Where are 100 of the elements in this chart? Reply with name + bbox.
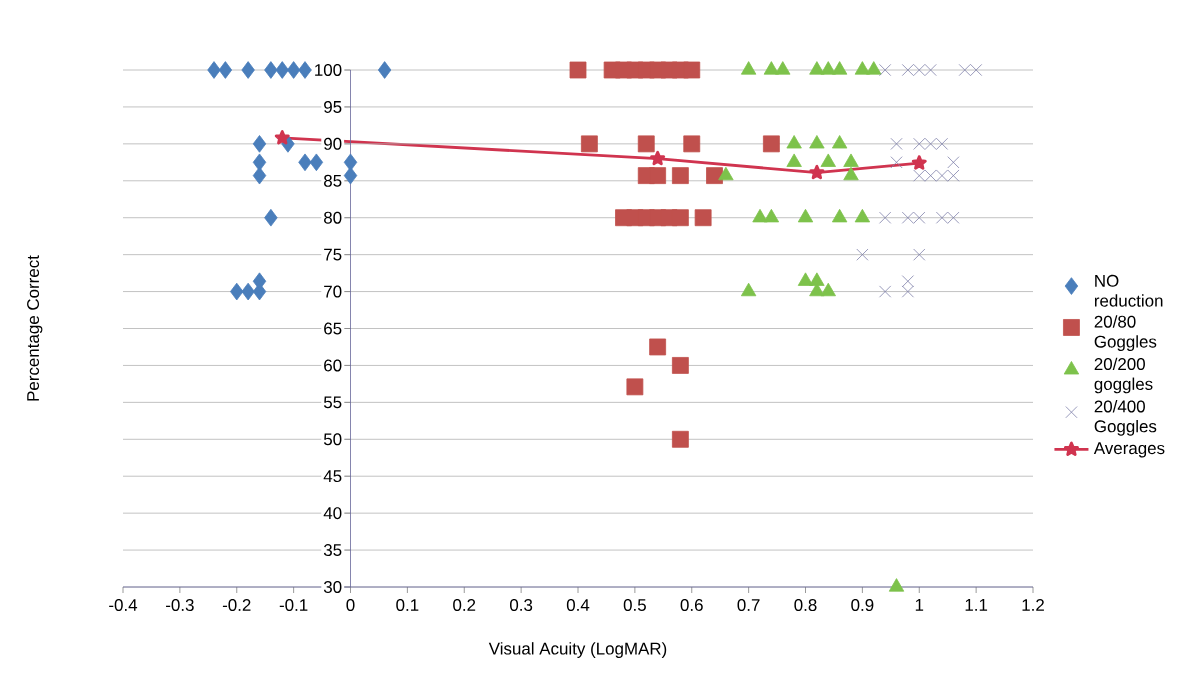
- y-tick-label: 35: [323, 544, 342, 557]
- point: [888, 578, 905, 592]
- y-tick-label: 80: [324, 211, 342, 224]
- point: [569, 61, 587, 79]
- point: [298, 153, 312, 172]
- x-tick-label: 0.8: [794, 599, 817, 612]
- point: [820, 61, 836, 75]
- y-tick-label: 40: [323, 507, 342, 520]
- y-axis-title: Percentage Correct: [27, 255, 43, 401]
- legend-label: NO reduction: [1094, 274, 1163, 307]
- y-tick-label: 45: [323, 470, 342, 483]
- point: [901, 275, 914, 288]
- point: [786, 153, 802, 167]
- point: [740, 282, 757, 297]
- x-tick-label: -0.1: [279, 599, 308, 612]
- point: [241, 282, 255, 301]
- point: [671, 357, 689, 374]
- point: [843, 166, 859, 181]
- point: [298, 61, 312, 79]
- point: [626, 378, 644, 396]
- point: [831, 208, 848, 223]
- point: [856, 248, 869, 261]
- point: [649, 167, 667, 185]
- y-tick-label: 55: [323, 396, 342, 409]
- point: [911, 155, 927, 170]
- point: [809, 61, 825, 75]
- point: [218, 61, 233, 79]
- point: [809, 135, 825, 149]
- legend-label: 20/80 Goggles: [1094, 315, 1157, 351]
- x-tick-label: 0.1: [396, 599, 419, 612]
- y-tick-label: 50: [323, 433, 342, 446]
- point: [274, 130, 290, 145]
- x-tick-label: 0.5: [623, 599, 646, 612]
- x-tick-label: 1.2: [1022, 599, 1044, 611]
- legend-label: 20/400 Goggles: [1094, 399, 1157, 436]
- x-tick-label: -0.2: [222, 599, 251, 612]
- x-tick-label: -0.3: [166, 599, 194, 612]
- x-tick-label: 0.9: [851, 599, 874, 612]
- point: [241, 61, 255, 79]
- x-tick-label: 0.6: [680, 599, 703, 612]
- y-tick-label: 85: [324, 174, 342, 187]
- point: [671, 430, 689, 448]
- y-tick-label: 70: [324, 285, 342, 298]
- point: [671, 209, 689, 227]
- point: [831, 61, 848, 75]
- point: [854, 61, 871, 75]
- point: [775, 61, 791, 75]
- y-tick-label: 30: [323, 581, 342, 593]
- point: [879, 63, 892, 77]
- point: [718, 166, 734, 181]
- point: [913, 248, 926, 261]
- point: [706, 167, 723, 185]
- point: [797, 272, 814, 286]
- point: [809, 164, 825, 180]
- point: [275, 61, 289, 79]
- point: [843, 153, 859, 167]
- point: [252, 135, 267, 153]
- point: [809, 272, 825, 286]
- x-tick-label: 1: [915, 599, 924, 611]
- x-tick-label: 0.3: [510, 599, 533, 612]
- x-tick-label: 1.1: [965, 599, 988, 611]
- point: [786, 135, 802, 149]
- y-tick-label: 95: [324, 100, 342, 113]
- point: [683, 135, 701, 153]
- point: [637, 135, 655, 153]
- y-tick-label: 100: [315, 64, 342, 76]
- point: [763, 61, 780, 75]
- y-tick-label: 65: [324, 322, 342, 335]
- legend-label: 20/200 goggles: [1094, 357, 1153, 394]
- x-tick-label: 0: [346, 599, 355, 612]
- x-tick-label: 0.7: [737, 599, 760, 612]
- point: [820, 153, 836, 167]
- point: [264, 61, 278, 79]
- point: [763, 208, 780, 223]
- point: [879, 211, 892, 224]
- point: [286, 61, 301, 79]
- point: [762, 135, 780, 153]
- point: [866, 61, 882, 75]
- x-tick-label: -0.4: [109, 599, 138, 612]
- point: [752, 208, 768, 223]
- point: [820, 282, 836, 297]
- point: [854, 208, 871, 223]
- point: [230, 282, 244, 301]
- point: [890, 156, 903, 169]
- point: [207, 61, 221, 79]
- point: [264, 208, 278, 227]
- point: [650, 150, 666, 166]
- point: [671, 167, 689, 185]
- legend-label: Averages: [1093, 442, 1165, 458]
- point: [309, 153, 324, 172]
- point: [831, 135, 848, 149]
- point: [890, 137, 903, 150]
- point: [377, 61, 392, 79]
- point: [649, 338, 667, 356]
- point: [683, 61, 701, 79]
- x-tick-label: 0.4: [566, 599, 590, 612]
- x-axis-title: Visual Acuity (LogMAR): [488, 642, 667, 658]
- y-tick-label: 60: [324, 359, 342, 372]
- y-tick-label: 90: [324, 137, 342, 150]
- point: [740, 61, 757, 75]
